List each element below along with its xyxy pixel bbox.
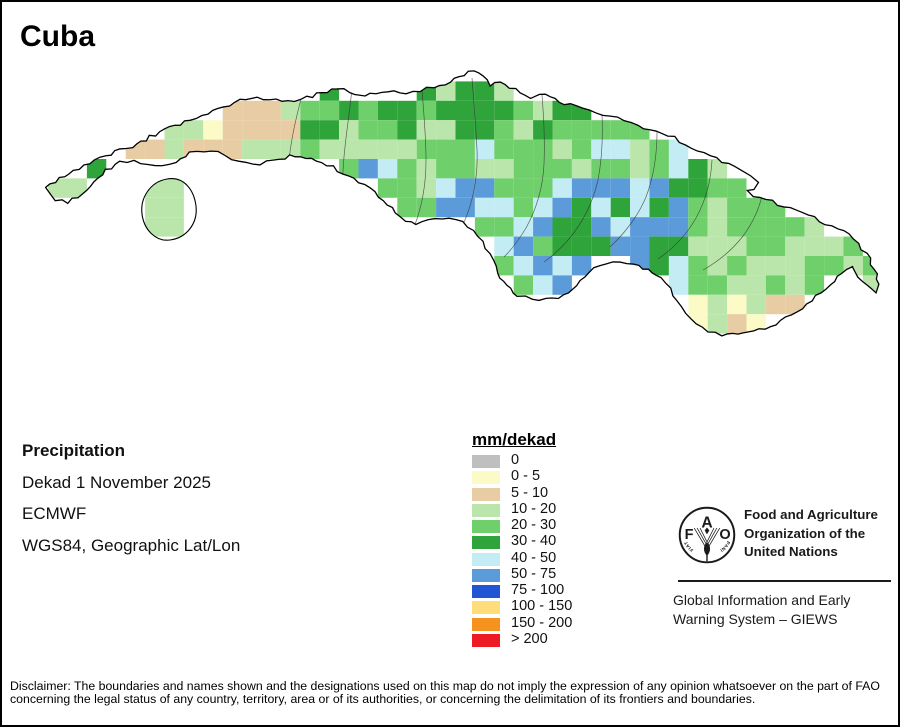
svg-text:O: O (719, 527, 730, 543)
svg-text:F: F (685, 527, 694, 543)
